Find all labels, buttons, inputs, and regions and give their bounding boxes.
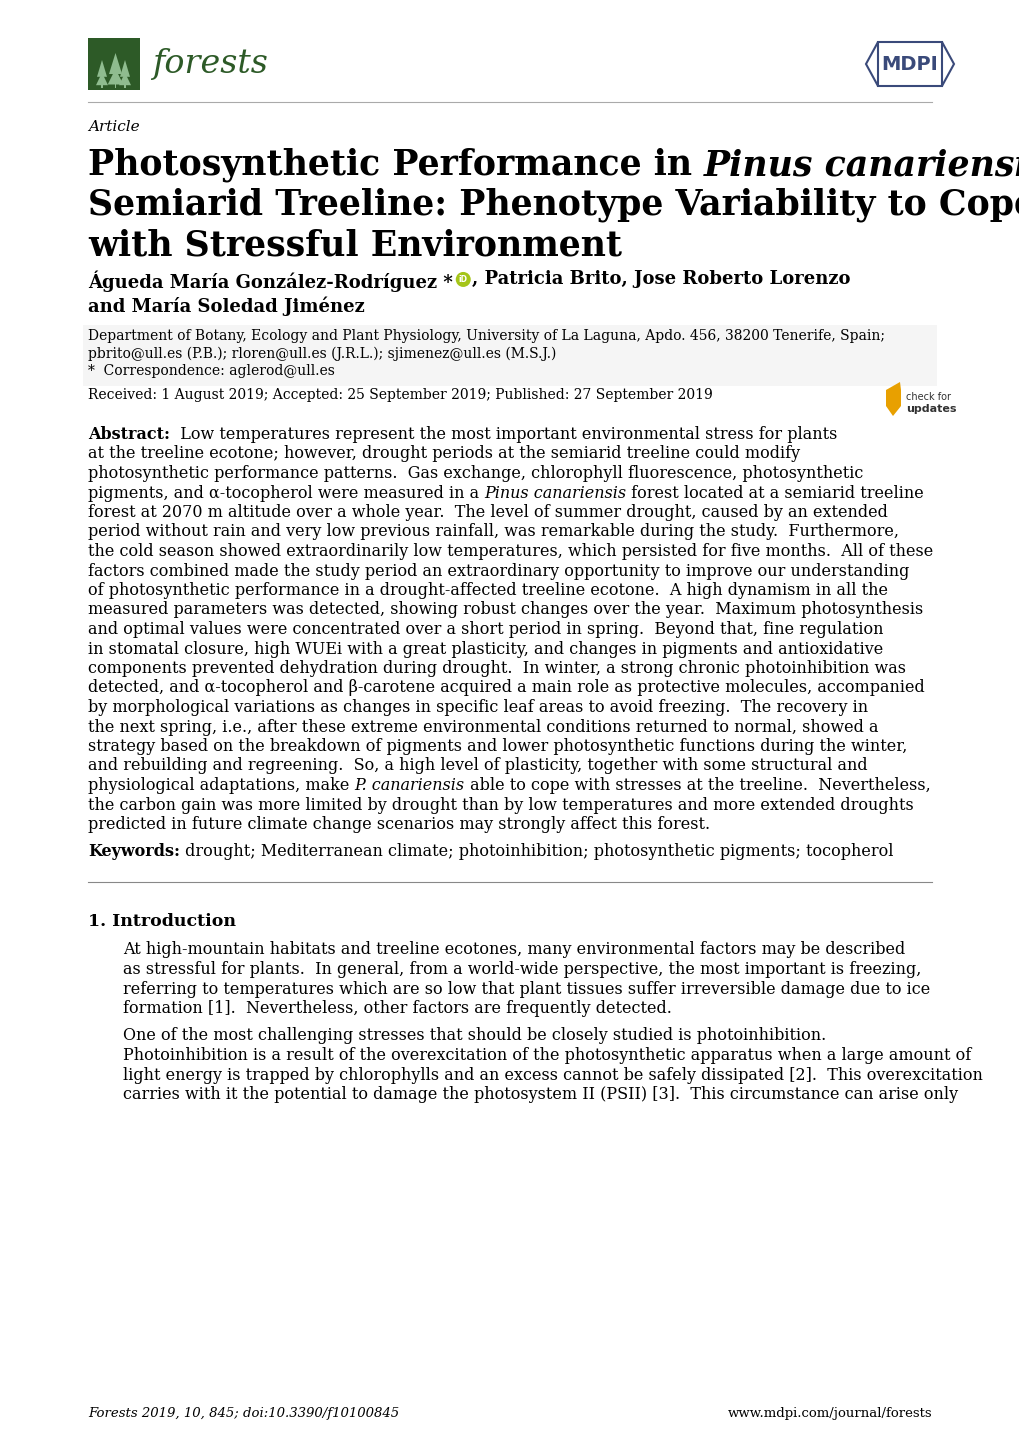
Text: and María Soledad Jiménez: and María Soledad Jiménez [88, 297, 365, 316]
Text: Abstract:: Abstract: [88, 425, 170, 443]
Polygon shape [119, 72, 130, 85]
Text: carries with it the potential to damage the photosystem II (PSII) [3].  This cir: carries with it the potential to damage … [123, 1086, 957, 1103]
Text: physiological adaptations, make: physiological adaptations, make [88, 777, 355, 795]
Text: strategy based on the breakdown of pigments and lower photosynthetic functions d: strategy based on the breakdown of pigme… [88, 738, 907, 756]
Text: the carbon gain was more limited by drought than by low temperatures and more ex: the carbon gain was more limited by drou… [88, 796, 913, 813]
Text: Photoinhibition is a result of the overexcitation of the photosynthetic apparatu: Photoinhibition is a result of the overe… [123, 1047, 970, 1064]
Text: forest at 2070 m altitude over a whole year.  The level of summer drought, cause: forest at 2070 m altitude over a whole y… [88, 505, 887, 521]
Text: Department of Botany, Ecology and Plant Physiology, University of La Laguna, Apd: Department of Botany, Ecology and Plant … [88, 329, 884, 343]
Bar [101, 85, 103, 88]
Text: the cold season showed extraordinarily low temperatures, which persisted for fiv: the cold season showed extraordinarily l… [88, 544, 932, 559]
Text: referring to temperatures which are so low that plant tissues suffer irreversibl: referring to temperatures which are so l… [123, 981, 929, 998]
Text: components prevented dehydration during drought.  In winter, a strong chronic ph: components prevented dehydration during … [88, 660, 905, 676]
Text: Semiarid Treeline: Phenotype Variability to Cope: Semiarid Treeline: Phenotype Variability… [88, 187, 1019, 222]
Text: photosynthetic performance patterns.  Gas exchange, chlorophyll fluorescence, ph: photosynthetic performance patterns. Gas… [88, 464, 862, 482]
Text: by morphological variations as changes in specific leaf areas to avoid freezing.: by morphological variations as changes i… [88, 699, 867, 717]
Text: Pinus canariensis: Pinus canariensis [703, 149, 1019, 182]
Text: drought; Mediterranean climate; photoinhibition; photosynthetic pigments; tocoph: drought; Mediterranean climate; photoinh… [179, 844, 893, 861]
Polygon shape [96, 72, 108, 85]
Text: One of the most challenging stresses that should be closely studied is photoinhi: One of the most challenging stresses tha… [123, 1028, 825, 1044]
Polygon shape [120, 61, 129, 76]
Text: Forests 2019, 10, 845; doi:10.3390/f10100845: Forests 2019, 10, 845; doi:10.3390/f1010… [88, 1407, 398, 1420]
Text: MDPI: MDPI [880, 55, 937, 74]
FancyBboxPatch shape [83, 324, 936, 385]
Text: Keywords:: Keywords: [88, 844, 179, 861]
Text: of photosynthetic performance in a drought-affected treeline ecotone.  A high dy: of photosynthetic performance in a droug… [88, 583, 888, 598]
Text: as stressful for plants.  In general, from a world-wide perspective, the most im: as stressful for plants. In general, fro… [123, 960, 920, 978]
Text: forest located at a semiarid treeline: forest located at a semiarid treeline [626, 485, 923, 502]
Text: at the treeline ecotone; however, drought periods at the semiarid treeline could: at the treeline ecotone; however, drough… [88, 446, 799, 463]
Text: period without rain and very low previous rainfall, was remarkable during the st: period without rain and very low previou… [88, 523, 898, 541]
Text: *  Correspondence: aglerod@ull.es: * Correspondence: aglerod@ull.es [88, 363, 334, 378]
Text: Águeda María González-Rodríguez *: Águeda María González-Rodríguez * [88, 270, 452, 291]
Polygon shape [108, 69, 123, 85]
Text: forests: forests [152, 48, 268, 79]
Text: measured parameters was detected, showing robust changes over the year.  Maximum: measured parameters was detected, showin… [88, 601, 922, 619]
Text: iD: iD [459, 275, 468, 284]
Polygon shape [109, 53, 122, 74]
Text: detected, and α-tocopherol and β-carotene acquired a main role as protective mol: detected, and α-tocopherol and β-caroten… [88, 679, 924, 696]
Text: the next spring, i.e., after these extreme environmental conditions returned to : the next spring, i.e., after these extre… [88, 718, 877, 735]
Text: Pinus canariensis: Pinus canariensis [484, 485, 626, 502]
Text: predicted in future climate change scenarios may strongly affect this forest.: predicted in future climate change scena… [88, 816, 709, 833]
Text: with Stressful Environment: with Stressful Environment [88, 228, 622, 262]
Text: updates: updates [905, 404, 956, 414]
Text: Article: Article [88, 120, 140, 134]
Text: pbrito@ull.es (P.B.); rloren@ull.es (J.R.L.); sjimenez@ull.es (M.S.J.): pbrito@ull.es (P.B.); rloren@ull.es (J.R… [88, 346, 555, 360]
Text: and rebuilding and regreening.  So, a high level of plasticity, together with so: and rebuilding and regreening. So, a hig… [88, 757, 867, 774]
Text: check for: check for [905, 392, 950, 402]
Text: Photosynthetic Performance in: Photosynthetic Performance in [88, 149, 703, 183]
Text: light energy is trapped by chlorophylls and an excess cannot be safely dissipate: light energy is trapped by chlorophylls … [123, 1067, 982, 1083]
Text: www.mdpi.com/journal/forests: www.mdpi.com/journal/forests [727, 1407, 931, 1420]
Text: Received: 1 August 2019; Accepted: 25 September 2019; Published: 27 September 20: Received: 1 August 2019; Accepted: 25 Se… [88, 388, 712, 402]
Polygon shape [97, 61, 107, 76]
Bar [124, 85, 125, 88]
Text: 1. Introduction: 1. Introduction [88, 913, 235, 930]
Text: formation [1].  Nevertheless, other factors are frequently detected.: formation [1]. Nevertheless, other facto… [123, 999, 672, 1017]
Text: , Patricia Brito, Jose Roberto Lorenzo: , Patricia Brito, Jose Roberto Lorenzo [472, 270, 850, 288]
Text: pigments, and α-tocopherol were measured in a: pigments, and α-tocopherol were measured… [88, 485, 484, 502]
Bar [114, 84, 116, 88]
Bar [88, 37, 140, 89]
Circle shape [455, 273, 471, 287]
Text: factors combined made the study period an extraordinary opportunity to improve o: factors combined made the study period a… [88, 562, 909, 580]
Text: able to cope with stresses at the treeline.  Nevertheless,: able to cope with stresses at the treeli… [465, 777, 929, 795]
Text: P. canariensis: P. canariensis [355, 777, 465, 795]
Text: Low temperatures represent the most important environmental stress for plants: Low temperatures represent the most impo… [170, 425, 837, 443]
Text: At high-mountain habitats and treeline ecotones, many environmental factors may : At high-mountain habitats and treeline e… [123, 942, 905, 959]
Polygon shape [886, 382, 900, 415]
Text: in stomatal closure, high WUEi with a great plasticity, and changes in pigments : in stomatal closure, high WUEi with a gr… [88, 640, 882, 658]
Text: and optimal values were concentrated over a short period in spring.  Beyond that: and optimal values were concentrated ove… [88, 622, 882, 637]
